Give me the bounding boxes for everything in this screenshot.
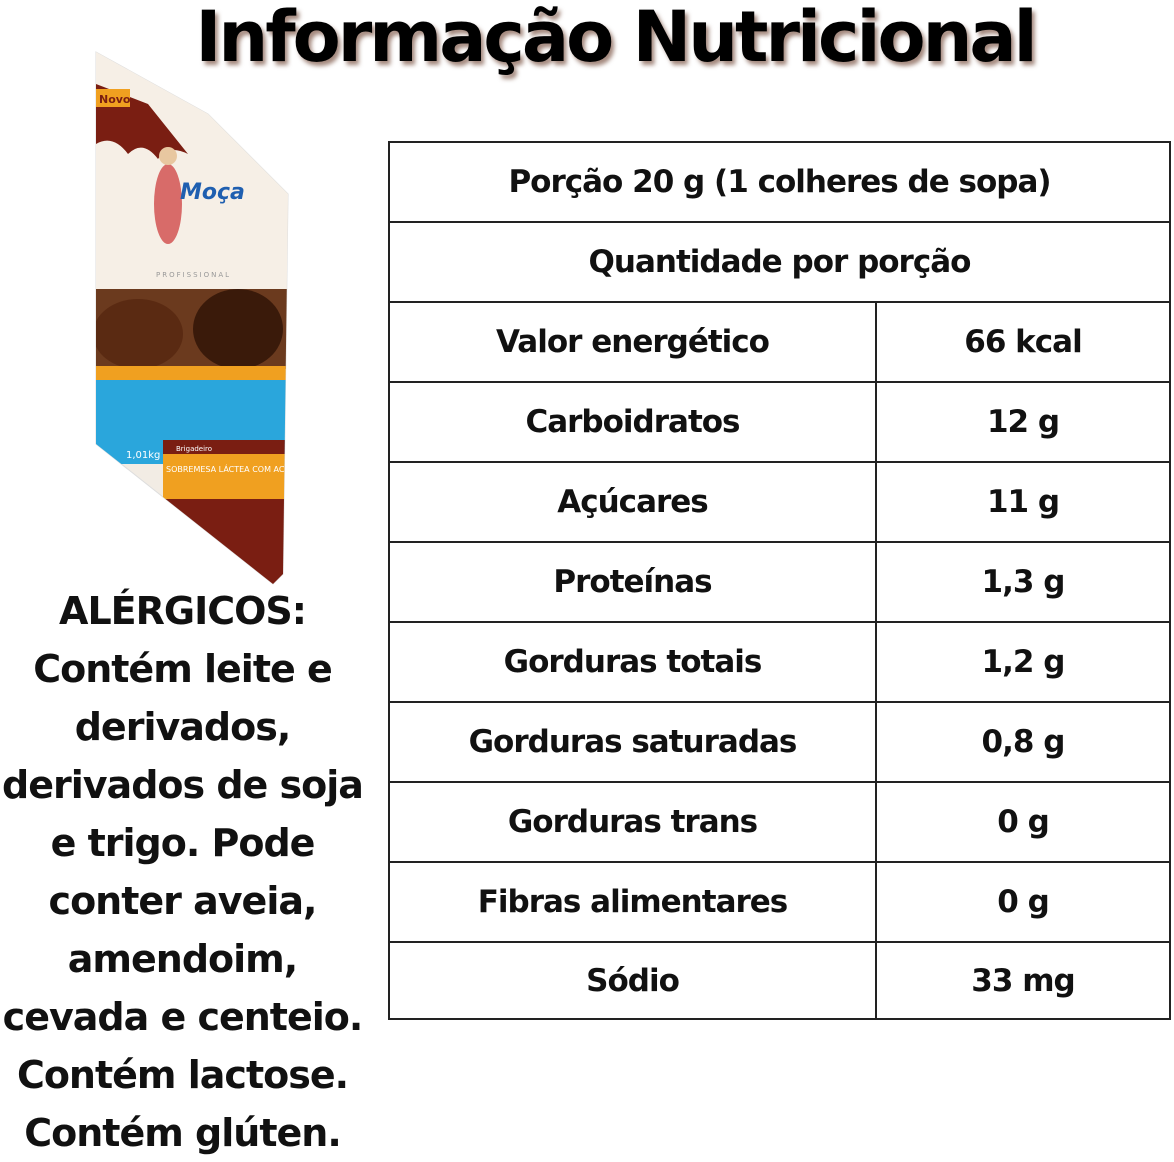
flavor-text: Brigadeiro xyxy=(176,445,212,453)
table-row: Açúcares 11 g xyxy=(388,461,1171,543)
table-row: Proteínas 1,3 g xyxy=(388,541,1171,623)
allergens-block: ALÉRGICOS: Contém leite e derivados, der… xyxy=(0,582,365,1162)
nutrient-value: 66 kcal xyxy=(875,301,1171,383)
table-row: Gorduras saturadas 0,8 g xyxy=(388,701,1171,783)
badge-text: Novo xyxy=(99,93,131,106)
portion-header: Porção 20 g (1 colheres de sopa) xyxy=(388,141,1171,223)
nutrient-label: Carboidratos xyxy=(388,381,877,463)
nutrient-label: Proteínas xyxy=(388,541,877,623)
product-package-image: Novo Moça PROFISSIONAL 1,01kg Brigadeiro… xyxy=(95,51,293,585)
nutrient-value: 0 g xyxy=(875,861,1171,943)
table-row: Fibras alimentares 0 g xyxy=(388,861,1171,943)
allergens-heading: ALÉRGICOS: xyxy=(59,589,307,633)
nutrient-label: Gorduras trans xyxy=(388,781,877,863)
table-row: Sódio 33 mg xyxy=(388,941,1171,1020)
nutrient-label: Gorduras saturadas xyxy=(388,701,877,783)
nutrient-label: Fibras alimentares xyxy=(388,861,877,943)
nutrient-value: 12 g xyxy=(875,381,1171,463)
nutrient-value: 0 g xyxy=(875,781,1171,863)
table-row: Valor energético 66 kcal xyxy=(388,301,1171,383)
nutrient-label: Gorduras totais xyxy=(388,621,877,703)
description-text: SOBREMESA LÁCTEA COM ACHOCOLATADO xyxy=(166,463,293,474)
nutrient-label: Sódio xyxy=(388,941,877,1020)
allergens-text: Contém leite e derivados, derivados de s… xyxy=(2,647,364,1155)
brand-logo: Moça xyxy=(180,180,245,205)
weight-text: 1,01kg xyxy=(126,450,160,461)
nutrient-value: 1,2 g xyxy=(875,621,1171,703)
nutrient-value: 11 g xyxy=(875,461,1171,543)
line-text: PROFISSIONAL xyxy=(156,271,231,279)
nutrient-label: Açúcares xyxy=(388,461,877,543)
nutrient-value: 1,3 g xyxy=(875,541,1171,623)
nutrient-value: 33 mg xyxy=(875,941,1171,1020)
nutrient-value: 0,8 g xyxy=(875,701,1171,783)
nutrition-table: Porção 20 g (1 colheres de sopa) Quantid… xyxy=(388,141,1171,1020)
page-title: Informação Nutricional xyxy=(195,0,1037,78)
table-row: Gorduras totais 1,2 g xyxy=(388,621,1171,703)
per-portion-header: Quantidade por porção xyxy=(388,221,1171,303)
nutrient-label: Valor energético xyxy=(388,301,877,383)
table-row: Carboidratos 12 g xyxy=(388,381,1171,463)
table-row: Gorduras trans 0 g xyxy=(388,781,1171,863)
